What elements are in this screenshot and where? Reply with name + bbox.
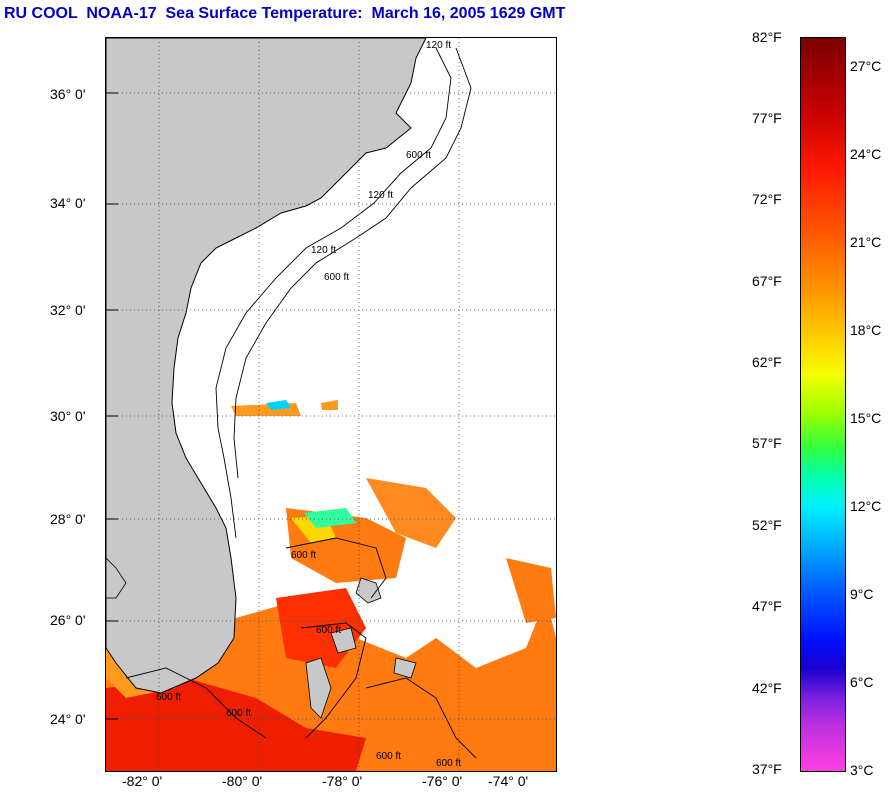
- colorbar-c-label: 6°C: [850, 674, 874, 690]
- colorbar-f-label: 72°F: [752, 191, 782, 207]
- colorbar-c-label: 21°C: [850, 234, 882, 250]
- colorbar-c-label: 27°C: [850, 58, 882, 74]
- colorbar-f-label: 37°F: [752, 761, 782, 777]
- lat-label-34: 34° 0': [50, 195, 86, 211]
- lat-label-36: 36° 0': [50, 86, 86, 102]
- lat-label-28: 28° 0': [50, 511, 86, 527]
- colorbar-f-label: 82°F: [752, 29, 782, 45]
- colorbar-c-label: 24°C: [850, 146, 882, 162]
- colorbar-c-label: 15°C: [850, 410, 882, 426]
- isobath-label: 600 ft: [376, 751, 401, 762]
- isobath-label: 600 ft: [436, 758, 461, 769]
- lon-label-82: -82° 0': [122, 773, 163, 789]
- colorbar-c-label: 9°C: [850, 586, 874, 602]
- isobath-label: 600 ft: [406, 150, 431, 161]
- isobath-label: 600 ft: [324, 272, 349, 283]
- lat-label-26: 26° 0': [50, 612, 86, 628]
- temperature-colorbar: [800, 37, 846, 772]
- page-title: RU COOL NOAA-17 Sea Surface Temperature:…: [4, 5, 566, 22]
- land-layer: [106, 38, 427, 719]
- isobath-label: 600 ft: [291, 550, 316, 561]
- isobath-label: 600 ft: [156, 692, 181, 703]
- colorbar-c-label: 3°C: [850, 762, 874, 778]
- sst-map: 120 ft 600 ft 120 ft 120 ft 600 ft 600 f…: [105, 37, 557, 772]
- colorbar-f-label: 52°F: [752, 517, 782, 533]
- lon-label-74: -74° 0': [488, 773, 529, 789]
- lat-label-32: 32° 0': [50, 302, 86, 318]
- colorbar-f-label: 67°F: [752, 273, 782, 289]
- isobath-label: 600 ft: [226, 708, 251, 719]
- lat-label-30: 30° 0': [50, 408, 86, 424]
- lon-label-78: -78° 0': [322, 773, 363, 789]
- colorbar-c-label: 18°C: [850, 322, 882, 338]
- isobath-label: 120 ft: [368, 190, 393, 201]
- lon-label-80: -80° 0': [222, 773, 263, 789]
- isobath-label: 120 ft: [426, 40, 451, 51]
- colorbar-f-label: 57°F: [752, 435, 782, 451]
- left-ticks: [106, 92, 118, 720]
- isobath-labels: 120 ft 600 ft 120 ft 120 ft 600 ft 600 f…: [156, 40, 461, 769]
- graticule: [106, 38, 556, 771]
- isobath-label: 120 ft: [311, 245, 336, 256]
- lat-label-24: 24° 0': [50, 711, 86, 727]
- isobath-label: 600 ft: [316, 625, 341, 636]
- map-canvas: 120 ft 600 ft 120 ft 120 ft 600 ft 600 f…: [106, 38, 556, 771]
- colorbar-f-label: 42°F: [752, 680, 782, 696]
- colorbar-f-label: 62°F: [752, 354, 782, 370]
- colorbar-c-label: 12°C: [850, 498, 882, 514]
- colorbar-f-label: 77°F: [752, 110, 782, 126]
- lon-label-76: -76° 0': [422, 773, 463, 789]
- isobath-contours: [125, 47, 477, 759]
- colorbar-f-label: 47°F: [752, 598, 782, 614]
